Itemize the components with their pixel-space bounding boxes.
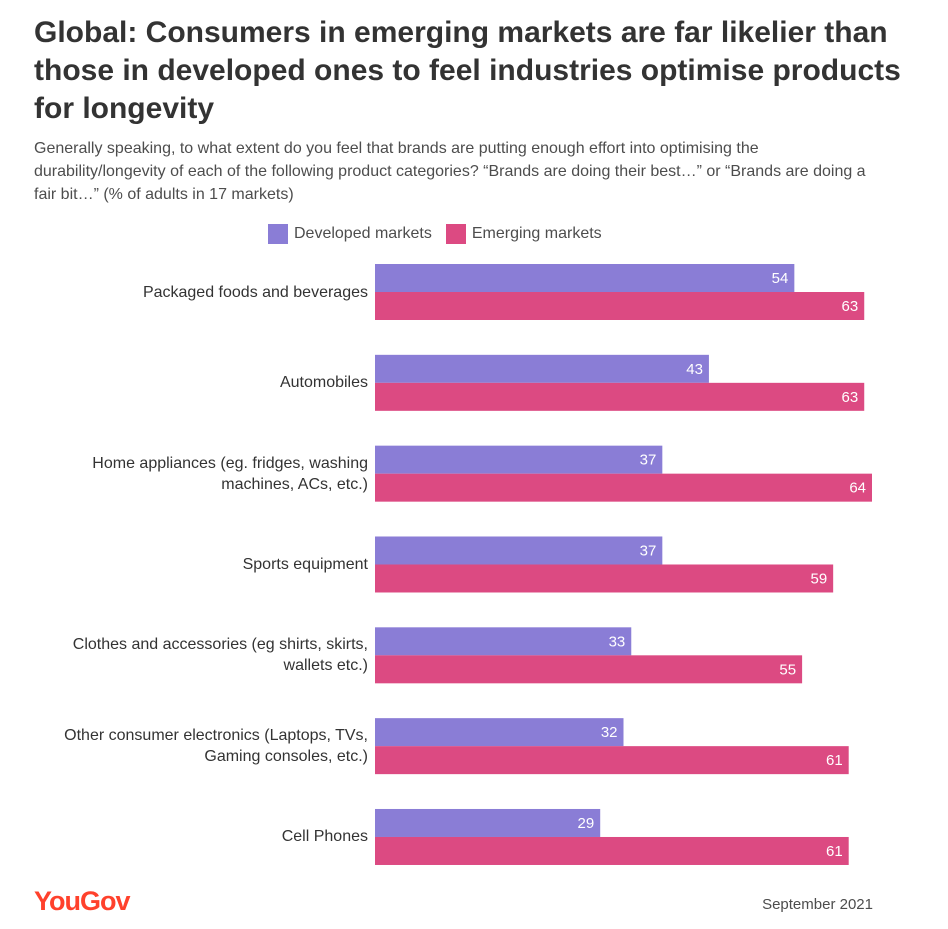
bar-developed [375, 264, 795, 292]
bar-emerging [375, 292, 865, 320]
category-label: Packaged foods and beverages [142, 283, 368, 301]
data-label-emerging: 55 [779, 661, 796, 678]
category-label: Clothes and accessories (eg shirts, skir… [72, 636, 368, 675]
data-label-emerging: 59 [810, 570, 827, 587]
bar-developed [375, 718, 624, 747]
legend-label-emerging: Emerging markets [471, 225, 602, 242]
yougov-logo: YouGov [34, 886, 131, 916]
bar-developed [375, 808, 601, 837]
data-label-developed: 29 [578, 815, 595, 832]
category-label: Sports equipment [242, 555, 368, 573]
data-label-emerging: 61 [826, 843, 843, 860]
legend-swatch-developed [268, 224, 288, 244]
data-label-emerging: 61 [826, 752, 843, 769]
category-label: Home appliances (eg. fridges, washing ma… [92, 454, 368, 493]
data-label-developed: 37 [640, 452, 657, 469]
bar-emerging [375, 836, 849, 865]
legend-item-emerging: Emerging markets [445, 224, 602, 244]
category-label: Cell Phones [281, 828, 368, 846]
bar-emerging [375, 746, 849, 775]
bar-emerging [375, 382, 865, 411]
data-label-developed: 54 [772, 270, 789, 287]
data-label-developed: 37 [640, 542, 657, 559]
publish-date: September 2021 [762, 896, 873, 913]
data-label-emerging: 63 [842, 298, 859, 315]
bar-developed [375, 445, 663, 474]
legend-item-developed: Developed markets [268, 224, 432, 244]
data-label-developed: 43 [686, 361, 703, 378]
bar-developed [375, 536, 663, 565]
data-label-emerging: 64 [849, 480, 866, 497]
category-label: Automobiles [279, 374, 368, 392]
bar-emerging [375, 655, 803, 684]
bar-emerging [375, 473, 872, 502]
category-label: Other consumer electronics (Laptops, TVs… [64, 727, 368, 766]
chart-subtitle: Generally speaking, to what extent do yo… [34, 140, 866, 203]
legend: Developed markets Emerging markets [268, 224, 602, 244]
legend-label-developed: Developed markets [294, 225, 432, 242]
data-label-developed: 33 [609, 633, 626, 650]
data-label-emerging: 63 [842, 389, 859, 406]
bar-developed [375, 627, 632, 656]
bar-developed [375, 354, 709, 383]
legend-swatch-emerging [445, 224, 466, 244]
data-label-developed: 32 [601, 724, 618, 741]
bar-emerging [375, 564, 834, 593]
chart-title: Global: Consumers in emerging markets ar… [34, 16, 901, 125]
